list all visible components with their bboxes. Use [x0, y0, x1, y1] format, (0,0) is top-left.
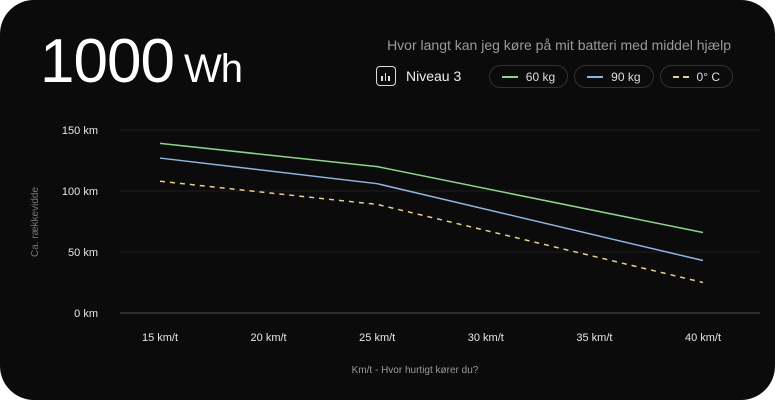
series-line-60kg: [159, 142, 704, 234]
capacity-unit: Wh: [183, 47, 243, 91]
assist-level[interactable]: Niveau 3: [376, 66, 461, 86]
legend-label: 60 kg: [525, 69, 556, 84]
legend-swatch: [501, 75, 518, 78]
y-tick-label: 150 km: [62, 125, 98, 137]
x-tick-label: 20 km/t: [251, 332, 287, 344]
legend-label: 0° C: [696, 69, 720, 84]
y-tick-label: 0 km: [74, 308, 98, 320]
series-line-0c: [159, 180, 704, 284]
bar-chart-icon: [376, 66, 396, 86]
x-tick-label: 40 km/t: [685, 332, 721, 344]
series-line-90kg: [159, 157, 704, 262]
legend-swatch: [587, 75, 604, 78]
legend-label: 90 kg: [611, 69, 641, 84]
legend-90kg[interactable]: 90 kg: [574, 65, 654, 88]
x-tick-label: 30 km/t: [468, 332, 504, 344]
legend: 60 kg 90 kg 0° C: [488, 65, 733, 88]
x-tick-label: 35 km/t: [576, 332, 612, 344]
battery-capacity: 1000 Wh: [40, 26, 243, 97]
level-label: Niveau 3: [406, 68, 462, 84]
x-tick-label: 25 km/t: [359, 332, 395, 344]
x-tick-label: 15 km/t: [142, 332, 178, 344]
y-tick-label: 100 km: [62, 186, 98, 198]
y-axis-label: Ca. rækkevidde: [30, 187, 41, 257]
chart-title: Hvor langt kan jeg køre på mit batteri m…: [387, 37, 731, 53]
legend-60kg[interactable]: 60 kg: [488, 65, 569, 88]
x-axis-label: Km/t - Hvor hurtigt kører du?: [352, 365, 479, 376]
legend-0c[interactable]: 0° C: [659, 65, 733, 88]
y-tick-label: 50 km: [68, 247, 98, 259]
capacity-value: 1000: [40, 27, 175, 96]
legend-swatch: [672, 75, 689, 78]
